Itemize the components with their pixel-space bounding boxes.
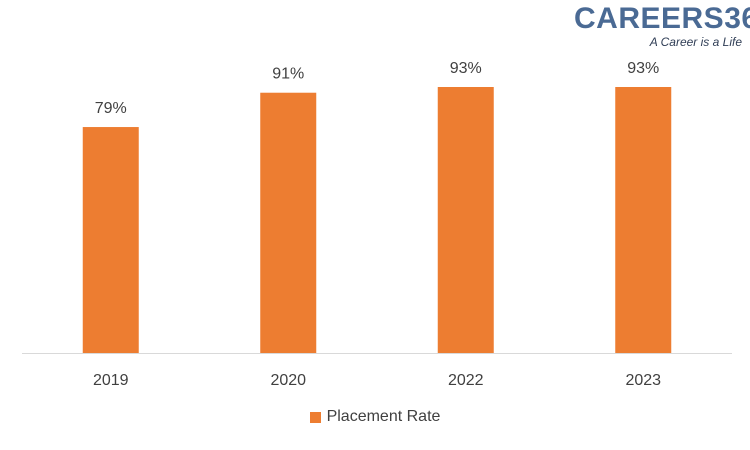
- legend-label: Placement Rate: [326, 408, 441, 425]
- logo-tagline: A Career is a Life: [649, 35, 742, 49]
- data-label-2020: 91%: [272, 66, 304, 83]
- data-label-2023: 93%: [627, 60, 659, 77]
- bar-2023: [615, 87, 672, 353]
- legend-swatch: [309, 411, 321, 423]
- x-tick-label-2022: 2022: [448, 372, 484, 389]
- x-tick-label-2023: 2023: [625, 372, 661, 389]
- x-tick-label-2019: 2019: [93, 372, 129, 389]
- bar-2019: [82, 127, 139, 354]
- bar-2020: [260, 92, 317, 353]
- logo-name: CAREERS360: [574, 2, 750, 35]
- data-label-2022: 93%: [450, 60, 482, 77]
- bar-2022: [437, 87, 494, 353]
- careers360-logo: CAREERS360 A Career is a Life: [574, 2, 750, 50]
- legend: Placement Rate: [0, 408, 750, 426]
- data-label-2019: 79%: [95, 100, 127, 117]
- x-tick-label-2020: 2020: [270, 372, 306, 389]
- bar-chart: 79% 2019 91% 2020 93% 2022 93% 2023: [22, 60, 732, 389]
